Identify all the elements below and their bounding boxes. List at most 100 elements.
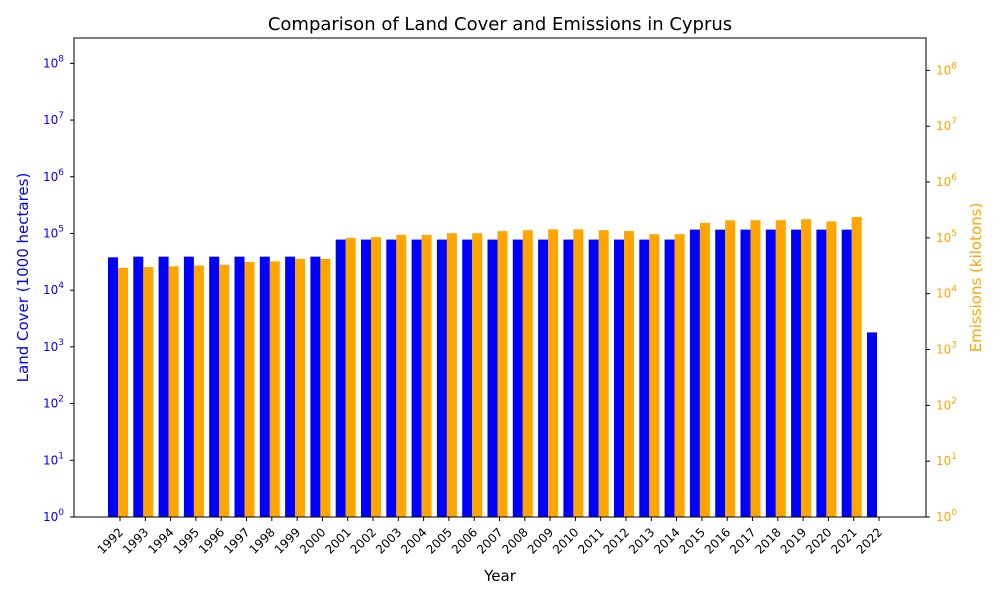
left-tick-label: 100 (43, 508, 64, 524)
x-tick-label: 2020 (803, 525, 834, 556)
emissions-bar-2002 (371, 237, 381, 518)
emissions-bar-2004 (421, 234, 432, 517)
x-tick-label: 2022 (854, 525, 885, 556)
land-cover-bar-2010 (563, 239, 574, 517)
emissions-bar-2018 (775, 220, 786, 517)
land-cover-bar-2016 (715, 229, 726, 517)
x-tick-label: 2015 (677, 525, 708, 556)
land-cover-bar-2006 (462, 239, 473, 517)
x-tick-label: 2018 (752, 525, 783, 556)
land-cover-bar-2020 (816, 229, 827, 517)
land-cover-bar-2017 (740, 229, 751, 517)
emissions-bar-2017 (750, 220, 761, 517)
x-tick-label: 2005 (424, 525, 455, 556)
land-cover-bar-2005 (436, 239, 447, 517)
emissions-bar-2009 (548, 229, 559, 517)
right-y-axis: 100 101 102 103 104 105 106 107 108 (926, 61, 957, 524)
land-cover-bar-1993 (133, 256, 144, 517)
x-tick-label: 1992 (95, 525, 126, 556)
right-tick-label: 106 (936, 173, 957, 189)
land-cover-bar-1997 (234, 256, 245, 517)
land-cover-bar-2008 (512, 239, 523, 517)
x-tick-label: 2010 (550, 525, 581, 556)
x-tick-label: 2014 (651, 525, 682, 556)
x-tick-label: 1994 (145, 525, 176, 556)
land-cover-bar-2021 (841, 229, 852, 517)
land-cover-bar-2019 (791, 229, 802, 517)
x-tick-label: 1999 (272, 525, 303, 556)
x-tick-label: 2000 (297, 525, 328, 556)
land-cover-bar-1995 (183, 256, 194, 517)
left-tick-label: 104 (43, 281, 64, 297)
left-tick-label: 102 (43, 395, 64, 411)
left-tick-label: 108 (43, 54, 64, 70)
emissions-bar-2021 (851, 217, 862, 517)
emissions-bar-2001 (345, 237, 356, 518)
land-cover-bar-2007 (487, 239, 498, 517)
x-tick-label: 2021 (828, 525, 859, 556)
x-tick-label: 2002 (348, 525, 379, 556)
x-tick-label: 1998 (246, 525, 277, 556)
emissions-bar-2020 (826, 221, 837, 517)
land-cover-bar-2000 (310, 256, 321, 517)
emissions-bar-1993 (143, 267, 154, 517)
x-tick-label: 2008 (499, 525, 530, 556)
emissions-bar-1995 (193, 265, 204, 517)
x-tick-label: 2019 (778, 525, 809, 556)
x-tick-label: 2012 (601, 525, 632, 556)
x-tick-label: 2017 (727, 525, 758, 556)
right-tick-label: 107 (936, 117, 957, 133)
land-cover-bar-1996 (209, 256, 220, 517)
left-y-axis-title: Land Cover (1000 hectares) (14, 173, 32, 383)
left-y-axis: 100 101 102 103 104 105 106 107 108 (43, 54, 74, 524)
right-tick-label: 104 (936, 285, 957, 301)
emissions-bar-2015 (699, 222, 710, 518)
land-cover-bar-2003 (386, 239, 397, 517)
right-tick-label: 101 (936, 452, 957, 468)
x-tick-label: 2007 (474, 525, 505, 556)
land-cover-bar-2011 (588, 239, 599, 517)
land-cover-bars (108, 229, 877, 517)
emissions-bar-1994 (168, 266, 179, 517)
x-tick-label: 2011 (575, 525, 606, 556)
emissions-bar-1992 (118, 267, 128, 517)
left-tick-label: 105 (43, 224, 64, 240)
land-cover-bar-1998 (259, 256, 270, 517)
land-cover-bar-2014 (664, 239, 675, 517)
x-tick-label: 2003 (373, 525, 404, 556)
emissions-bar-2014 (674, 234, 685, 517)
land-cover-bar-1992 (108, 257, 118, 517)
land-cover-bar-2018 (765, 229, 776, 517)
left-tick-label: 107 (43, 111, 64, 127)
emissions-bar-1996 (219, 264, 230, 517)
x-axis: 1992199319941995199619971998199920002001… (95, 517, 885, 557)
land-cover-bar-2022 (867, 332, 877, 517)
emissions-bar-2019 (801, 219, 812, 518)
x-tick-label: 1997 (221, 525, 252, 556)
land-cover-bar-2013 (639, 239, 650, 517)
emissions-bar-2010 (573, 229, 584, 517)
left-tick-label: 101 (43, 451, 64, 467)
x-tick-label: 2013 (626, 525, 657, 556)
land-cover-bar-2009 (538, 239, 549, 517)
emissions-bar-2000 (320, 258, 331, 517)
land-cover-bar-1999 (285, 256, 296, 517)
land-cover-bar-1994 (158, 256, 169, 517)
emissions-bar-2016 (725, 220, 736, 517)
chart-title: Comparison of Land Cover and Emissions i… (268, 14, 732, 35)
x-axis-title: Year (483, 567, 517, 585)
left-tick-label: 103 (43, 338, 64, 354)
left-tick-label: 106 (43, 168, 64, 184)
emissions-bar-2013 (649, 234, 660, 517)
x-tick-label: 2016 (702, 525, 733, 556)
x-tick-label: 2006 (449, 525, 480, 556)
land-cover-bar-2004 (411, 239, 422, 517)
right-tick-label: 100 (936, 508, 957, 524)
land-cover-bar-2002 (361, 239, 371, 517)
x-tick-label: 2001 (322, 525, 353, 556)
emissions-bar-1999 (295, 258, 306, 517)
x-tick-label: 2004 (398, 525, 429, 556)
emissions-bar-1998 (269, 261, 280, 517)
